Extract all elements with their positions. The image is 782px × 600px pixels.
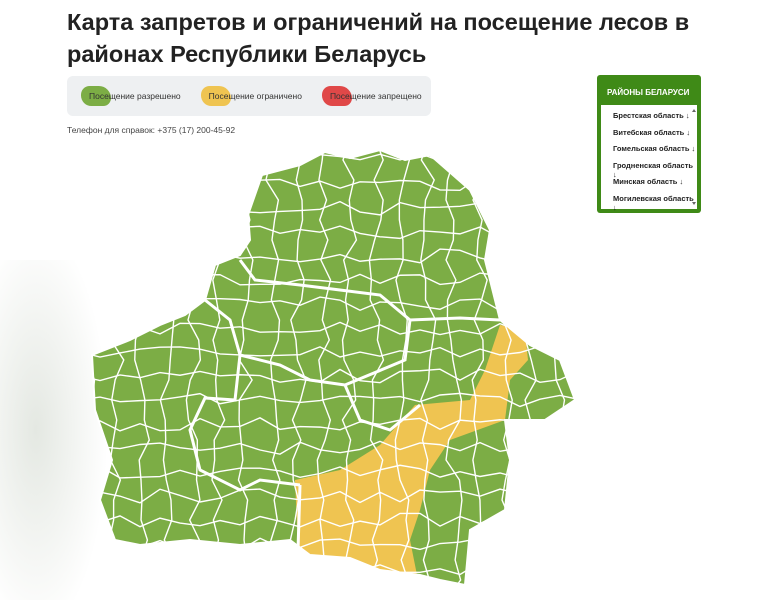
district-border (394, 150, 411, 585)
phone: Телефон для справок: +375 (17) 200-45-92 (67, 125, 236, 135)
region-link[interactable]: Витебская область ↓ (613, 127, 691, 137)
legend-swatch (321, 86, 352, 106)
legend-swatch (200, 86, 231, 106)
scrollbar[interactable] (692, 108, 696, 206)
district-border (264, 150, 281, 585)
region-link[interactable]: Гомельская область ↓ (613, 144, 696, 153)
legend: Посещение разрешено Посещение ограничено П… (67, 76, 431, 116)
legend-item[interactable]: Посещение ограничено (200, 85, 310, 107)
district-border (576, 140, 592, 600)
district-border (92, 345, 575, 359)
region-list: Брестская область ↓ Витебская область ↓ Го… (601, 105, 697, 212)
legend-label: Посещение ограничено (208, 91, 302, 101)
district-border (315, 150, 332, 585)
district-border (92, 560, 575, 576)
panel-title: РАЙОНЫ БЕЛАРУСИ (607, 88, 690, 97)
region-link[interactable]: Гродненская область ↓ (613, 160, 693, 179)
districts (80, 140, 600, 600)
legend-label: Посещение разрешено (89, 91, 181, 101)
region-link[interactable]: Брестская область ↓ (613, 111, 690, 120)
legend-swatch (81, 86, 111, 106)
map (0, 140, 600, 600)
district-border (92, 392, 575, 408)
legend-label: Посещение запрещено (329, 91, 422, 101)
district-border (445, 150, 463, 585)
region-link[interactable]: Могилевская область ↓ (613, 193, 694, 212)
district-border (92, 368, 575, 384)
region-link[interactable]: Минская область ↓ (613, 177, 684, 186)
page-title: Карта запретов и ограничений на посещени… (67, 9, 690, 67)
legend-item[interactable]: Посещение запрещено (321, 85, 430, 107)
regions-panel: РАЙОНЫ БЕЛАРУСИ Брестская область ↓ Витеб… (597, 75, 701, 213)
legend-item[interactable]: Посещение разрешено (81, 85, 189, 107)
background-trees (0, 260, 120, 600)
district-border (80, 587, 600, 599)
district-border (289, 150, 307, 585)
